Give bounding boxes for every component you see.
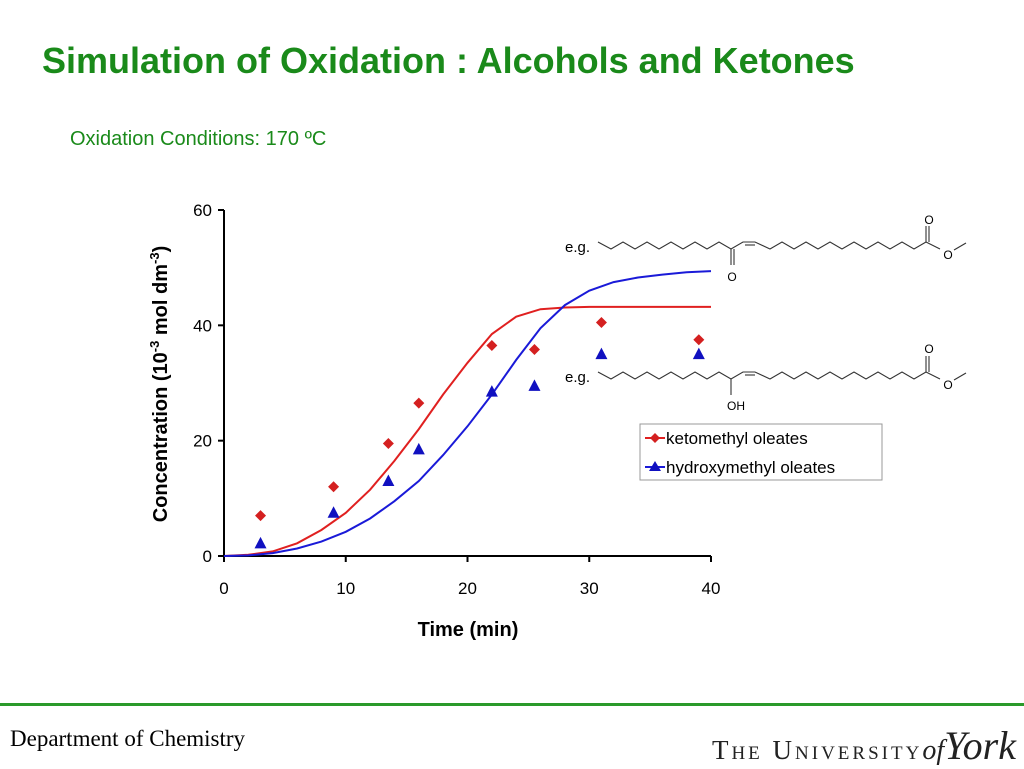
ester-carbonyl-oxygen-label-2: O	[924, 342, 933, 356]
legend-marker-hydroxymethyl	[649, 461, 661, 471]
plot-area: 0 20 40 60 0 10 20 30 40	[193, 201, 720, 598]
x-tick-label: 20	[458, 579, 477, 598]
series-curve-0	[223, 305, 711, 557]
eg-label-ketone: e.g.	[565, 239, 590, 256]
series-1-point	[327, 506, 340, 518]
slide-title: Simulation of Oxidation : Alcohols and K…	[42, 40, 855, 81]
ester-carbonyl-oxygen-label: O	[924, 213, 933, 227]
footer-divider	[0, 703, 1024, 706]
series-1-point	[382, 474, 395, 487]
series-1-point	[692, 347, 705, 360]
ester-oxygen-label-2: O	[943, 378, 952, 392]
university-logo-of: of	[922, 735, 945, 766]
series-0-point	[693, 334, 705, 346]
alcohol-structure	[597, 356, 967, 395]
legend-label-hydroxymethyl: hydroxymethyl oleates	[666, 458, 835, 477]
series-1-point	[412, 442, 425, 455]
series-0-point	[328, 481, 340, 493]
ketone-structure	[597, 226, 967, 265]
department-name: Department of Chemistry	[10, 726, 246, 751]
series-0-point	[382, 438, 394, 450]
legend-box	[639, 423, 883, 481]
x-axis-title: Time (min)	[418, 619, 519, 641]
y-tick-label: 40	[193, 316, 212, 335]
university-logo-text: The University	[711, 735, 923, 765]
legend-label-ketomethyl: ketomethyl oleates	[666, 429, 808, 448]
legend: ketomethyl oleates hydroxymethyl oleates	[639, 423, 883, 481]
x-tick-label: 0	[219, 579, 228, 598]
hydroxyl-label: OH	[727, 399, 745, 413]
series-0-point	[595, 316, 607, 328]
y-axis-title: Concentration (10-3 mol dm-3)	[147, 246, 172, 523]
x-tick-label: 10	[336, 579, 355, 598]
chart: 0 20 40 60 0 10 20 30 40 Time (min) Concentratio…	[147, 201, 967, 641]
y-tick-label: 20	[193, 432, 212, 451]
series-0-point	[255, 510, 267, 522]
series-1-point	[485, 385, 498, 397]
legend-marker-ketomethyl	[650, 433, 660, 443]
university-logo: The UniversityofYork	[712, 722, 1016, 769]
series-curve-1	[223, 270, 712, 557]
x-tick-label: 30	[580, 579, 599, 598]
eg-label-alcohol: e.g.	[565, 369, 590, 386]
series-1-point	[595, 347, 608, 360]
series-0-point	[486, 340, 498, 352]
series-0-point	[528, 344, 540, 356]
series-1-point	[254, 536, 267, 549]
oxidation-conditions: Oxidation Conditions: 170 ºC	[70, 128, 327, 150]
series-1-point	[528, 379, 541, 391]
x-tick-label: 40	[702, 579, 721, 598]
y-tick-label: 60	[193, 201, 212, 220]
ester-oxygen-label: O	[943, 248, 952, 262]
y-tick-label: 0	[203, 547, 212, 566]
series-0-point	[413, 397, 425, 409]
ketone-oxygen-label: O	[727, 270, 736, 284]
university-logo-york: York	[944, 723, 1016, 768]
